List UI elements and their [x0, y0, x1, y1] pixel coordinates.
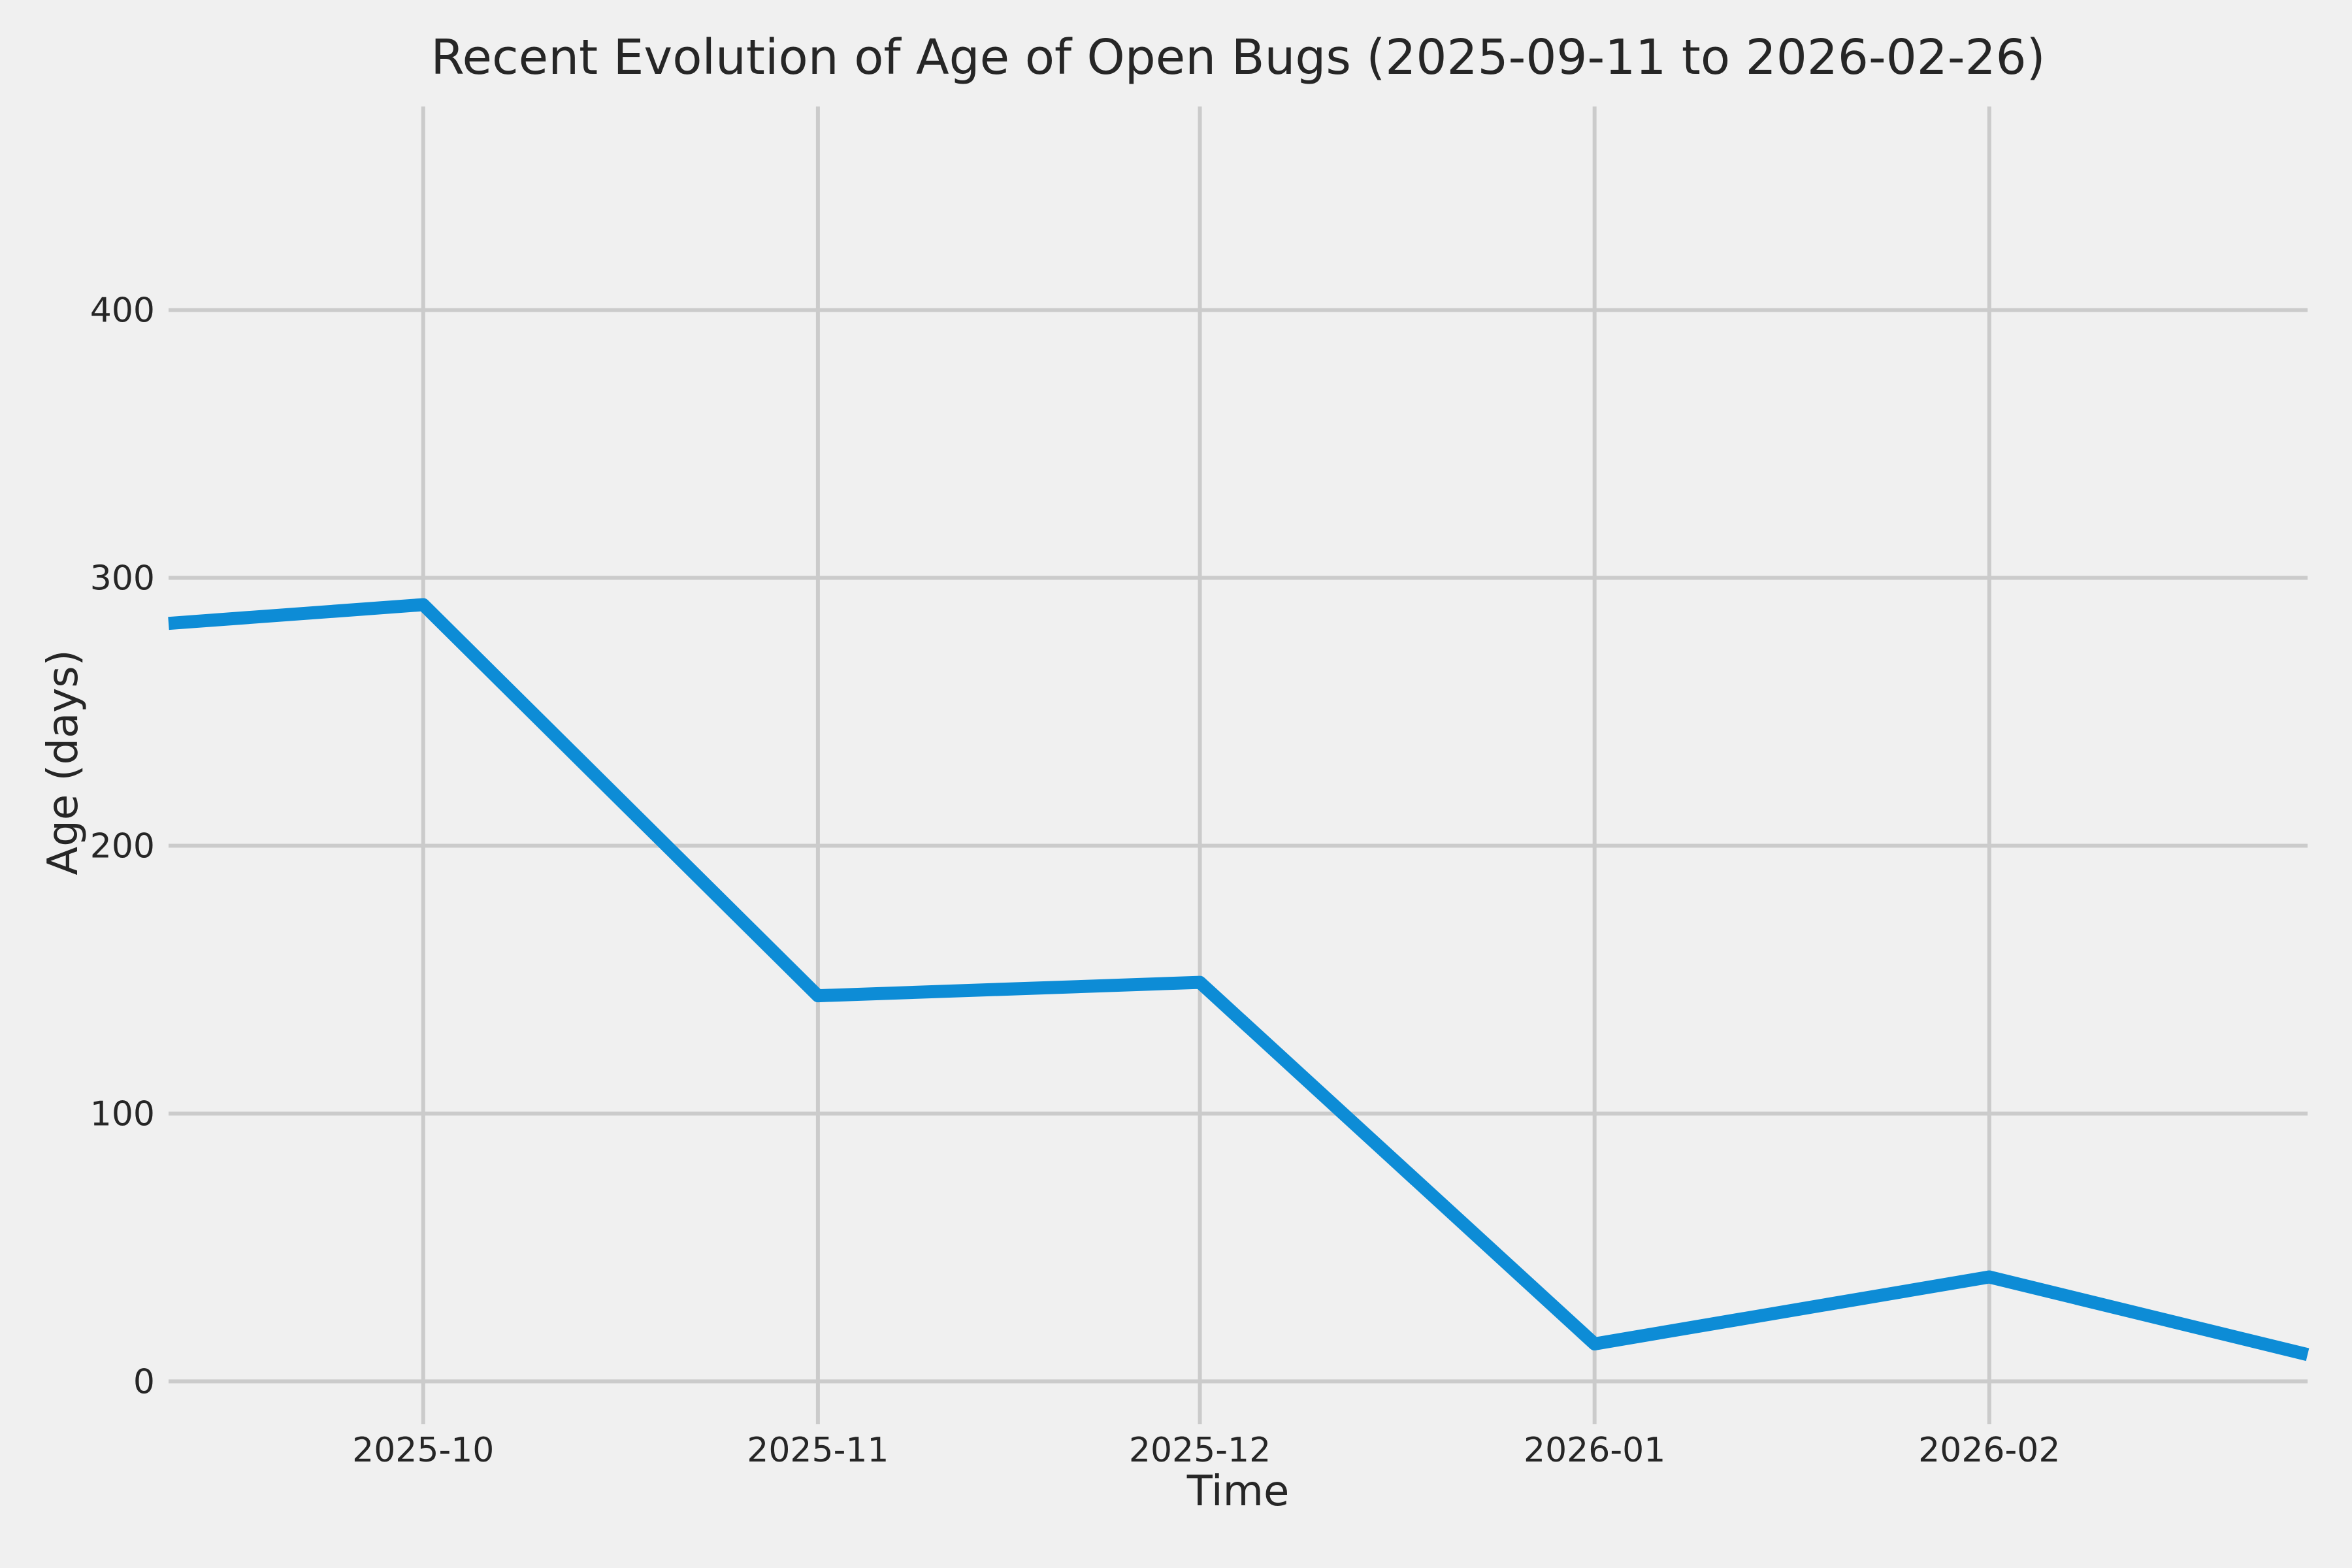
x-tick-labels: 2025-10 2025-11 2025-12 2026-01 2026-02: [352, 1431, 2060, 1470]
y-tick-label: 0: [133, 1362, 155, 1401]
y-tick-labels: 0 100 200 300 400: [90, 291, 155, 1402]
y-tick-label: 300: [90, 559, 155, 598]
x-tick-label: 2025-11: [747, 1431, 889, 1470]
x-axis-label: Time: [1186, 1467, 1290, 1516]
x-tick-label: 2026-02: [1918, 1431, 2060, 1470]
y-axis-label: Age (days): [39, 649, 88, 875]
chart-title: Recent Evolution of Age of Open Bugs (20…: [431, 29, 2046, 86]
x-tick-label: 2025-12: [1129, 1431, 1271, 1470]
data-line-series: [168, 598, 2310, 1362]
y-tick-label: 100: [90, 1094, 155, 1134]
y-tick-label: 400: [90, 291, 155, 331]
y-tick-label: 200: [90, 826, 155, 866]
gridlines: [169, 106, 2308, 1424]
x-tick-label: 2025-10: [352, 1431, 494, 1470]
x-tick-label: 2026-01: [1524, 1431, 1665, 1470]
